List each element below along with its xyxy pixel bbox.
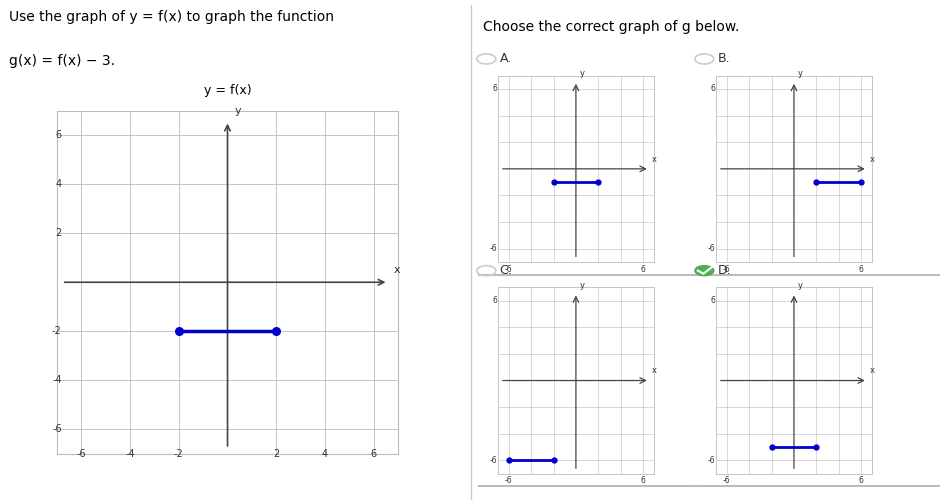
Text: 6: 6 xyxy=(859,476,864,485)
Text: -6: -6 xyxy=(723,265,731,274)
Text: 6: 6 xyxy=(56,131,62,140)
Text: 6: 6 xyxy=(493,296,498,305)
Text: -6: -6 xyxy=(505,476,513,485)
Text: 6: 6 xyxy=(641,476,646,485)
Text: -4: -4 xyxy=(52,375,62,385)
Text: 6: 6 xyxy=(711,296,716,305)
Text: 2: 2 xyxy=(56,228,62,238)
Text: y: y xyxy=(235,106,242,116)
Text: -6: -6 xyxy=(723,476,731,485)
Text: 4: 4 xyxy=(56,179,62,190)
Text: y: y xyxy=(579,281,584,290)
Text: Use the graph of y = f(x) to graph the function: Use the graph of y = f(x) to graph the f… xyxy=(9,10,335,24)
Text: y: y xyxy=(797,69,802,78)
Text: B.: B. xyxy=(718,52,730,66)
Text: x: x xyxy=(870,366,875,375)
Text: D.: D. xyxy=(718,264,731,277)
Text: A.: A. xyxy=(500,52,512,66)
Text: x: x xyxy=(870,155,875,163)
Text: C.: C. xyxy=(500,264,512,277)
Text: 2: 2 xyxy=(273,449,280,459)
Text: 6: 6 xyxy=(493,85,498,93)
Text: 6: 6 xyxy=(371,449,377,459)
Text: -4: -4 xyxy=(125,449,135,459)
Text: -6: -6 xyxy=(490,244,498,254)
Text: -6: -6 xyxy=(52,424,62,434)
Text: y: y xyxy=(797,281,802,290)
Text: x: x xyxy=(652,366,657,375)
Text: x: x xyxy=(393,265,400,275)
Text: -2: -2 xyxy=(173,449,184,459)
Text: 6: 6 xyxy=(641,265,646,274)
Text: -6: -6 xyxy=(505,265,513,274)
Text: y: y xyxy=(579,69,584,78)
Text: 4: 4 xyxy=(322,449,328,459)
Text: x: x xyxy=(652,155,657,163)
Text: Choose the correct graph of g below.: Choose the correct graph of g below. xyxy=(483,20,739,34)
Text: g(x) = f(x) − 3.: g(x) = f(x) − 3. xyxy=(9,54,116,69)
Text: 6: 6 xyxy=(711,85,716,93)
Text: -2: -2 xyxy=(52,326,62,336)
Text: -6: -6 xyxy=(77,449,86,459)
Text: 6: 6 xyxy=(859,265,864,274)
Text: -6: -6 xyxy=(490,456,498,465)
Text: -6: -6 xyxy=(708,456,716,465)
Text: -6: -6 xyxy=(708,244,716,254)
Text: y = f(x): y = f(x) xyxy=(204,84,251,97)
